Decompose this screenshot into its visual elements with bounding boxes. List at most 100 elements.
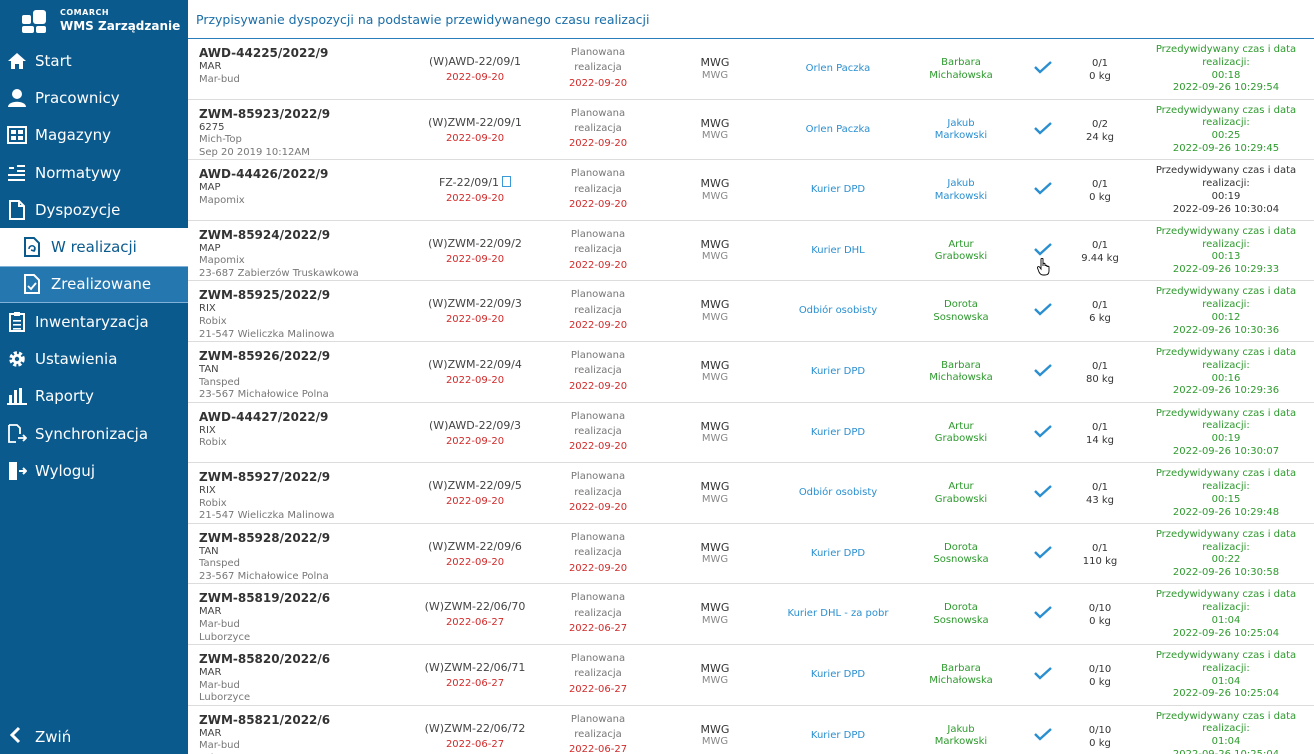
disposition-number[interactable]: ZWM-85928/2022/9	[199, 530, 331, 545]
client-name: Mar-bud	[199, 679, 240, 691]
assign-check[interactable]	[1031, 160, 1055, 220]
warehouse-target: MWG	[701, 69, 729, 81]
disposition-number[interactable]: ZWM-85925/2022/9	[199, 288, 331, 303]
disposition-number[interactable]: AWD-44426/2022/9	[199, 167, 329, 182]
sidebar-item-ustawienia[interactable]: Ustawienia	[0, 340, 188, 377]
assign-check[interactable]	[1031, 342, 1055, 402]
carrier-link[interactable]: Kurier DPD	[810, 365, 866, 377]
sidebar-item-inwentaryzacja[interactable]: Inwentaryzacja	[0, 303, 188, 340]
assigned-worker[interactable]: Barbara Michałowska	[901, 342, 1021, 402]
worker-last-name: Sosnowska	[933, 614, 989, 626]
assign-check[interactable]	[1031, 645, 1055, 705]
source-document: FZ-22/09/1 2022-09-20	[400, 160, 550, 220]
predicted-label-2: realizacji:	[1202, 723, 1250, 735]
checkmark-icon	[1034, 424, 1052, 438]
item-count: 0/10	[1088, 663, 1112, 675]
assign-check[interactable]	[1031, 221, 1055, 281]
document-date: 2022-06-27	[445, 677, 505, 689]
planned-label-2: realizacja	[574, 425, 622, 437]
assign-check[interactable]	[1031, 584, 1055, 644]
assign-check[interactable]	[1031, 403, 1055, 463]
assigned-worker[interactable]: Artur Grabowski	[901, 463, 1021, 523]
document-date: 2022-09-20	[445, 193, 505, 205]
disposition-number[interactable]: AWD-44225/2022/9	[199, 46, 329, 60]
checkmark-icon	[1034, 485, 1052, 498]
disposition-number[interactable]: AWD-44427/2022/9	[199, 409, 329, 424]
file-icon[interactable]	[502, 176, 512, 188]
table-row[interactable]: ZWM-85819/2022/6 MAR Mar-bud Luborzyce (…	[188, 584, 1314, 645]
disposition-number[interactable]: ZWM-85927/2022/9	[199, 470, 331, 485]
sidebar-item-magazyny[interactable]: Magazyny	[0, 117, 188, 154]
sidebar-item-zrealizowane[interactable]: Zrealizowane	[0, 265, 188, 304]
disposition-number[interactable]: ZWM-85926/2022/9	[199, 348, 331, 363]
table-row[interactable]: ZWM-85821/2022/6 MAR Mar-bud Luborzyce (…	[188, 706, 1314, 754]
carrier-link[interactable]: Kurier DPD	[810, 668, 866, 680]
assign-check[interactable]	[1031, 39, 1055, 99]
assigned-worker[interactable]: Dorota Sosnowska	[901, 281, 1021, 341]
document-date: 2022-09-20	[445, 496, 505, 508]
predicted-label-1: Przedywidywany czas i data	[1155, 528, 1297, 540]
disposition-number[interactable]: ZWM-85821/2022/6	[199, 712, 331, 727]
warehouse: MWG MWG	[675, 706, 755, 754]
carrier-link[interactable]: Odbiór osobisty	[798, 305, 878, 317]
assign-check[interactable]	[1031, 463, 1055, 523]
sidebar-item-normatywy[interactable]: Normatywy	[0, 154, 188, 191]
warehouse: MWG MWG	[675, 463, 755, 523]
disposition-number[interactable]: ZWM-85923/2022/9	[199, 106, 331, 121]
sidebar-item-synchronizacja[interactable]: Synchronizacja	[0, 415, 188, 452]
sidebar-item-pracownicy[interactable]: Pracownicy	[0, 79, 188, 116]
assigned-worker[interactable]: Dorota Sosnowska	[901, 524, 1021, 584]
table-row[interactable]: ZWM-85820/2022/6 MAR Mar-bud Luborzyce (…	[188, 645, 1314, 706]
assigned-worker[interactable]: Dorota Sosnowska	[901, 584, 1021, 644]
carrier-link[interactable]: Kurier DHL - za pobr	[787, 608, 889, 620]
collapse-sidebar-button[interactable]: Zwiń	[0, 720, 188, 754]
warehouse-source: MWG	[700, 358, 730, 372]
table-row[interactable]: AWD-44426/2022/9 MAP Mapomix FZ-22/09/1 …	[188, 160, 1314, 221]
assign-check[interactable]	[1031, 706, 1055, 754]
disposition-number[interactable]: ZWM-85820/2022/6	[199, 651, 331, 666]
carrier-link[interactable]: Orlen Paczka	[805, 123, 871, 135]
table-row[interactable]: AWD-44225/2022/9 MAR Mar-bud (W)AWD-22/0…	[188, 39, 1314, 100]
carrier-link[interactable]: Kurier DPD	[810, 547, 866, 559]
assigned-worker[interactable]: Artur Grabowski	[901, 221, 1021, 281]
predicted-time: 00:15	[1211, 493, 1241, 505]
table-row[interactable]: ZWM-85925/2022/9 RIX Robix 21-547 Wielic…	[188, 281, 1314, 342]
table-row[interactable]: AWD-44427/2022/9 RIX Robix (W)AWD-22/09/…	[188, 403, 1314, 464]
predicted-date: 2022-09-26 10:30:04	[1172, 203, 1280, 215]
item-count: 0/1	[1091, 421, 1109, 433]
carrier-link[interactable]: Orlen Paczka	[805, 63, 871, 74]
table-row[interactable]: ZWM-85926/2022/9 TAN Tansped 23-567 Mich…	[188, 342, 1314, 403]
sidebar-item-start[interactable]: Start	[0, 42, 188, 79]
sidebar-item-w-realizacji[interactable]: W realizacji	[0, 228, 188, 266]
assign-check[interactable]	[1031, 524, 1055, 584]
sidebar-item-wyloguj[interactable]: Wyloguj	[0, 452, 188, 489]
carrier-link[interactable]: Kurier DPD	[810, 729, 866, 741]
predicted-label-1: Przedywidywany czas i data	[1155, 407, 1297, 419]
sidebar-item-dyspozycje[interactable]: Dyspozycje	[0, 191, 188, 228]
table-row[interactable]: ZWM-85924/2022/9 MAP Mapomix 23-687 Zabi…	[188, 221, 1314, 282]
disposition-info: ZWM-85923/2022/9 6275 Mich-Top Sep 20 20…	[199, 100, 399, 160]
sidebar-item-label: Ustawienia	[35, 350, 118, 369]
carrier-link[interactable]: Kurier DPD	[810, 426, 866, 438]
assign-check[interactable]	[1031, 100, 1055, 160]
carrier-link[interactable]: Kurier DPD	[810, 184, 866, 196]
sidebar-item-raporty[interactable]: Raporty	[0, 378, 188, 415]
assigned-worker[interactable]: Barbara Michałowska	[901, 39, 1021, 99]
assign-check[interactable]	[1031, 281, 1055, 341]
warehouse-source: MWG	[700, 298, 730, 312]
table-row[interactable]: ZWM-85928/2022/9 TAN Tansped 23-567 Mich…	[188, 524, 1314, 585]
assigned-worker[interactable]: Artur Grabowski	[901, 403, 1021, 463]
source-document: (W)ZWM-22/09/2 2022-09-20	[400, 221, 550, 281]
table-row[interactable]: ZWM-85923/2022/9 6275 Mich-Top Sep 20 20…	[188, 100, 1314, 161]
assigned-worker[interactable]: Jakub Markowski	[901, 100, 1021, 160]
disposition-number[interactable]: ZWM-85819/2022/6	[199, 591, 331, 606]
assigned-worker[interactable]: Barbara Michałowska	[901, 645, 1021, 705]
disposition-number[interactable]: ZWM-85924/2022/9	[199, 227, 331, 242]
carrier-link[interactable]: Odbiór osobisty	[798, 487, 878, 499]
checkmark-icon	[1034, 242, 1052, 256]
warehouse-source: MWG	[700, 661, 730, 675]
carrier-link[interactable]: Kurier DHL	[811, 244, 865, 256]
table-row[interactable]: ZWM-85927/2022/9 RIX Robix 21-547 Wielic…	[188, 463, 1314, 524]
assigned-worker[interactable]: Jakub Markowski	[901, 706, 1021, 754]
assigned-worker[interactable]: Jakub Markowski	[901, 160, 1021, 220]
